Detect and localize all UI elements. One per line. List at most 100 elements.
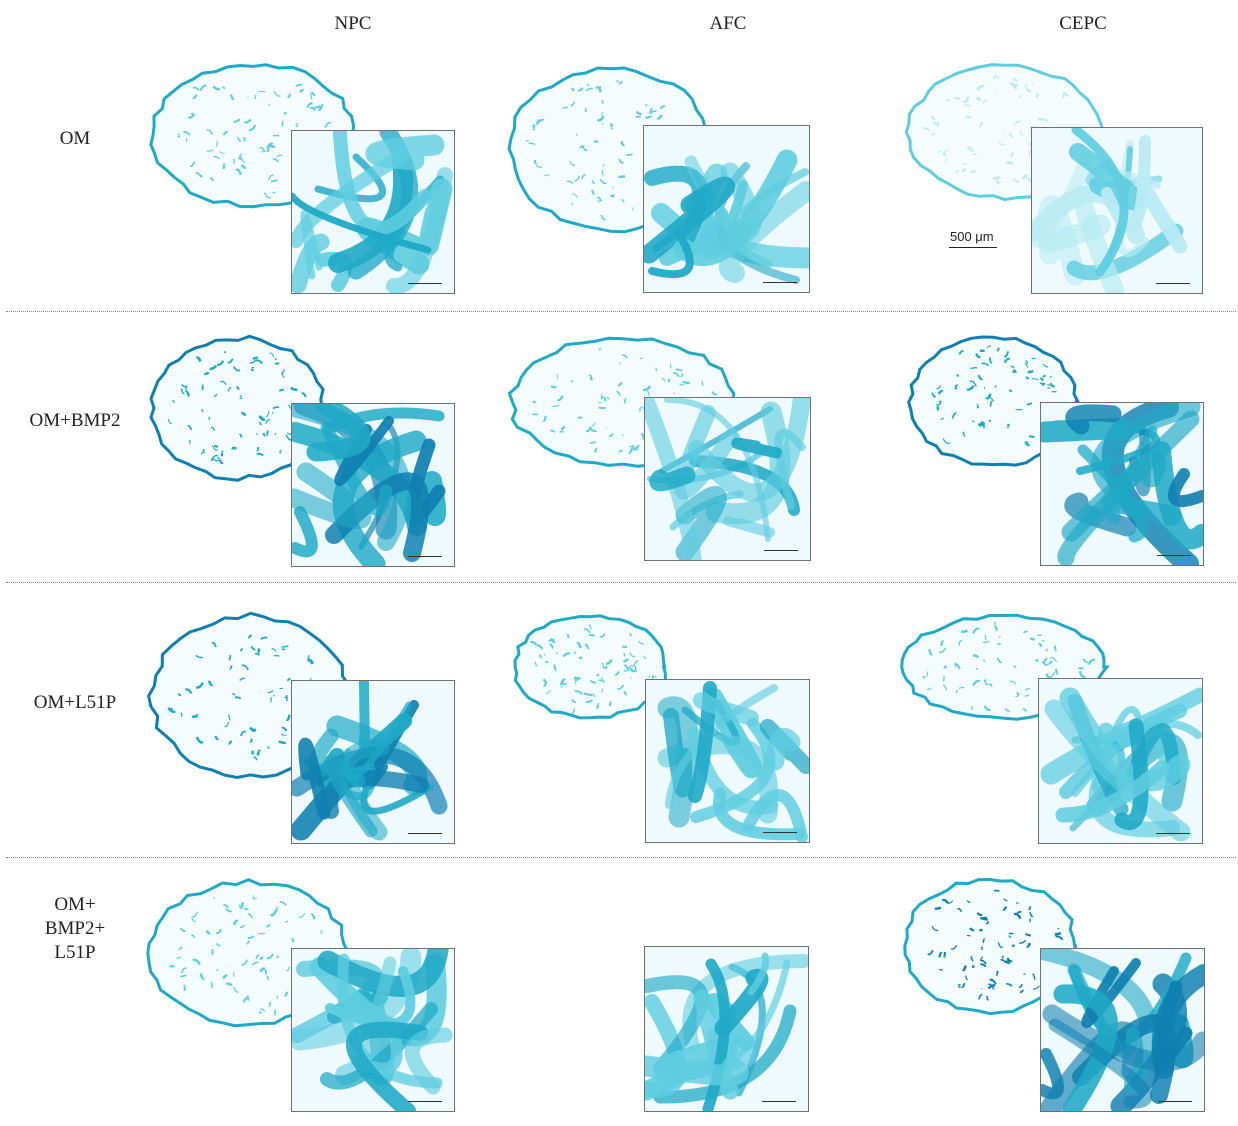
section-fiber: [996, 347, 1000, 352]
section-fiber: [548, 638, 555, 642]
section-fiber: [258, 932, 265, 935]
section-fiber: [635, 110, 642, 116]
section-fiber: [585, 87, 593, 92]
section-fiber: [281, 371, 286, 378]
inset-image: [292, 131, 454, 293]
section-fiber: [1062, 92, 1069, 98]
zoom-inset: [291, 403, 455, 567]
section-fiber: [573, 175, 580, 182]
inset-fiber: [1097, 687, 1202, 743]
section-fiber: [259, 956, 264, 961]
section-fiber: [192, 713, 199, 717]
inset-image: [1041, 949, 1204, 1111]
section-fiber: [309, 93, 313, 100]
section-fiber: [1016, 910, 1022, 914]
section-fiber: [996, 657, 1002, 664]
section-fiber: [233, 971, 236, 977]
tissue-section: [907, 335, 1081, 467]
section-fiber: [1026, 402, 1033, 406]
inset-fiber: [765, 728, 801, 771]
section-fiber: [179, 927, 186, 932]
section-fiber: [574, 677, 581, 682]
section-fiber: [577, 87, 584, 92]
section-fiber: [195, 736, 204, 744]
row-header-line: OM+: [54, 894, 96, 915]
section-fiber: [1021, 174, 1029, 180]
inset-fiber: [292, 462, 372, 529]
section-fiber: [971, 420, 975, 423]
section-fiber: [301, 392, 307, 398]
section-fiber: [986, 345, 992, 349]
section-fiber: [224, 721, 230, 728]
inset-fiber: [345, 1021, 428, 1111]
tissue-section: [149, 334, 328, 482]
inset-fiber: [702, 958, 731, 1111]
section-fiber: [1019, 989, 1024, 993]
tissue-section: [903, 877, 1078, 1016]
section-fiber: [324, 121, 332, 128]
section-fiber: [982, 99, 987, 104]
section-fiber: [596, 196, 603, 202]
section-fiber: [1034, 658, 1039, 662]
section-fiber: [248, 726, 257, 732]
section-fiber: [626, 153, 633, 156]
section-fiber: [941, 898, 950, 905]
section-fiber: [1087, 658, 1096, 666]
inset-fiber: [1041, 1048, 1065, 1100]
row-header-line: L51P: [54, 941, 96, 963]
zoom-inset: [1031, 127, 1203, 294]
section-fiber: [272, 406, 280, 410]
section-fiber: [244, 118, 252, 124]
inset-image: [644, 126, 809, 292]
section-fiber: [211, 641, 217, 648]
section-fiber: [278, 740, 287, 745]
section-fiber: [536, 644, 544, 650]
section-fiber: [267, 690, 274, 694]
section-fiber: [243, 907, 249, 911]
zoom-inset: [1040, 402, 1204, 566]
inset-fiber: [675, 486, 727, 560]
zoom-inset: [645, 679, 810, 843]
section-fiber: [1006, 161, 1014, 165]
section-fiber: [258, 421, 262, 426]
section-fiber: [978, 96, 981, 101]
section-fiber: [928, 649, 934, 656]
section-fiber: [1033, 985, 1040, 990]
section-fiber: [215, 942, 221, 947]
section-fiber: [964, 104, 972, 107]
section-fiber: [211, 444, 219, 451]
section-fiber: [276, 154, 283, 158]
section-fiber: [256, 452, 264, 457]
section-fiber: [980, 946, 984, 950]
section-fiber: [199, 84, 207, 92]
section-fiber: [1029, 911, 1034, 918]
section-fiber: [252, 356, 259, 361]
section-fiber: [618, 158, 624, 164]
section-fiber: [550, 429, 556, 433]
section-fiber: [176, 956, 182, 959]
section-fiber: [232, 986, 239, 993]
section-fiber: [256, 446, 260, 452]
section-fiber: [937, 389, 944, 395]
zoom-inset: [291, 948, 455, 1112]
section-fiber: [1002, 906, 1008, 911]
section-fiber: [266, 924, 271, 928]
section-fiber: [1031, 82, 1034, 85]
inset-fiber: [1101, 495, 1182, 527]
section-fiber: [629, 676, 632, 679]
section-fiber: [239, 902, 245, 909]
section-fiber: [926, 671, 929, 677]
section-fiber: [1012, 77, 1019, 82]
inset-scale-bar: [1156, 283, 1190, 284]
row-divider: [6, 311, 1236, 312]
section-fiber: [586, 83, 590, 87]
section-fiber: [571, 699, 577, 704]
section-fiber: [320, 930, 323, 934]
section-fiber: [528, 142, 536, 146]
section-fiber: [205, 929, 211, 935]
section-fiber: [982, 938, 986, 944]
scale-bar: [949, 247, 997, 248]
section-fiber: [618, 175, 626, 179]
section-fiber: [542, 415, 547, 422]
section-fiber: [283, 111, 288, 115]
